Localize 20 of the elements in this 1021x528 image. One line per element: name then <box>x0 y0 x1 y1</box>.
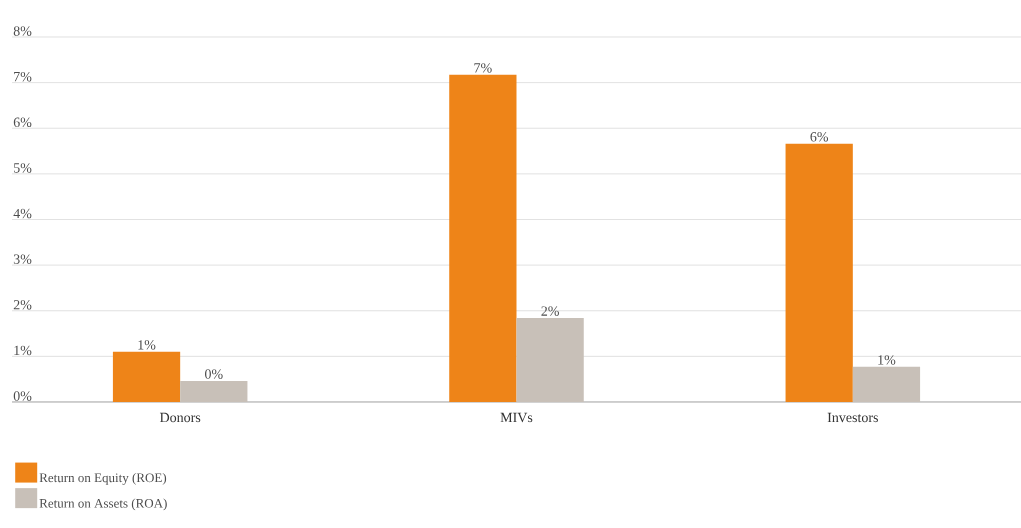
y-tick-label: 8% <box>13 26 32 36</box>
data-label: 6% <box>810 132 829 142</box>
data-label: 0% <box>205 369 223 379</box>
y-tick-label: 2% <box>13 300 32 310</box>
y-tick-label: 6% <box>13 117 32 128</box>
data-label: 1% <box>878 355 896 365</box>
x-tick-label: MIVs <box>500 412 533 423</box>
y-tick-label: 3% <box>13 254 32 264</box>
data-label: 2% <box>541 306 559 316</box>
y-tick-label: 7% <box>14 71 32 82</box>
x-tick-label: Investors <box>827 412 878 423</box>
legend-label: Return on Equity (ROE) <box>39 473 167 485</box>
x-tick-label: Donors <box>159 412 201 423</box>
y-tick-label: 5% <box>14 163 32 173</box>
y-tick-label: 0% <box>13 391 32 401</box>
data-label: 7% <box>474 63 492 73</box>
data-label: 1% <box>138 340 156 350</box>
legend-label: Return on Assets (ROA) <box>39 498 167 511</box>
y-tick-label: 4% <box>13 208 32 219</box>
y-tick-label: 1% <box>14 345 32 356</box>
